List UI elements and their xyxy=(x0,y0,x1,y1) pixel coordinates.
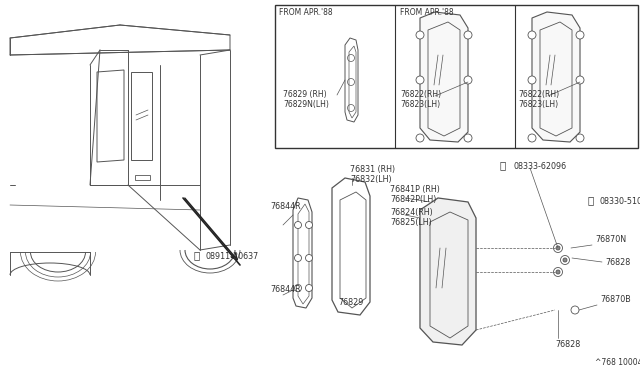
Circle shape xyxy=(576,76,584,84)
Circle shape xyxy=(571,306,579,314)
Circle shape xyxy=(464,134,472,142)
Text: 76841P (RH): 76841P (RH) xyxy=(390,185,440,194)
Text: 76831 (RH): 76831 (RH) xyxy=(350,165,395,174)
Text: 76870N: 76870N xyxy=(595,235,626,244)
Text: Ⓝ: Ⓝ xyxy=(193,250,199,260)
Polygon shape xyxy=(532,12,580,142)
Text: FROM APR.'88: FROM APR.'88 xyxy=(400,8,454,17)
Text: ^768 10004: ^768 10004 xyxy=(595,358,640,367)
Circle shape xyxy=(563,258,567,262)
Text: Ⓢ: Ⓢ xyxy=(588,195,595,205)
Circle shape xyxy=(294,221,301,228)
Text: 76829 (RH): 76829 (RH) xyxy=(283,90,326,99)
Text: 76823(LH): 76823(LH) xyxy=(400,100,440,109)
Circle shape xyxy=(416,76,424,84)
Circle shape xyxy=(305,254,312,262)
Polygon shape xyxy=(420,12,468,142)
Text: 76870B: 76870B xyxy=(600,295,631,304)
Circle shape xyxy=(294,254,301,262)
Text: 76829: 76829 xyxy=(338,298,364,307)
Circle shape xyxy=(576,31,584,39)
Text: 76823(LH): 76823(LH) xyxy=(518,100,558,109)
Circle shape xyxy=(305,221,312,228)
Circle shape xyxy=(305,285,312,292)
Circle shape xyxy=(464,31,472,39)
Circle shape xyxy=(416,31,424,39)
Text: 76842P(LH): 76842P(LH) xyxy=(390,195,436,204)
Text: 76844R: 76844R xyxy=(270,202,301,211)
Circle shape xyxy=(528,76,536,84)
Circle shape xyxy=(556,270,560,274)
Text: FROM APR.'88: FROM APR.'88 xyxy=(279,8,333,17)
Circle shape xyxy=(561,256,570,264)
Circle shape xyxy=(464,76,472,84)
Text: 08911-20637: 08911-20637 xyxy=(205,252,259,261)
Text: 76828: 76828 xyxy=(605,258,630,267)
Circle shape xyxy=(294,285,301,292)
Text: 76829N(LH): 76829N(LH) xyxy=(283,100,329,109)
Text: 08330-51042: 08330-51042 xyxy=(600,197,640,206)
Circle shape xyxy=(528,134,536,142)
Circle shape xyxy=(554,267,563,276)
Text: 76844R: 76844R xyxy=(270,285,301,294)
Circle shape xyxy=(416,134,424,142)
Circle shape xyxy=(554,244,563,253)
Bar xyxy=(275,5,638,148)
Circle shape xyxy=(556,246,560,250)
Text: 76822(RH): 76822(RH) xyxy=(400,90,441,99)
Circle shape xyxy=(576,134,584,142)
Polygon shape xyxy=(420,198,476,345)
Circle shape xyxy=(528,31,536,39)
Text: Ⓢ: Ⓢ xyxy=(500,160,506,170)
Text: 08333-62096: 08333-62096 xyxy=(513,162,566,171)
Text: 76828: 76828 xyxy=(555,340,580,349)
Text: 76824(RH): 76824(RH) xyxy=(390,208,433,217)
Text: 76825(LH): 76825(LH) xyxy=(390,218,432,227)
Text: 76832(LH): 76832(LH) xyxy=(350,175,392,184)
Text: 76822(RH): 76822(RH) xyxy=(518,90,559,99)
